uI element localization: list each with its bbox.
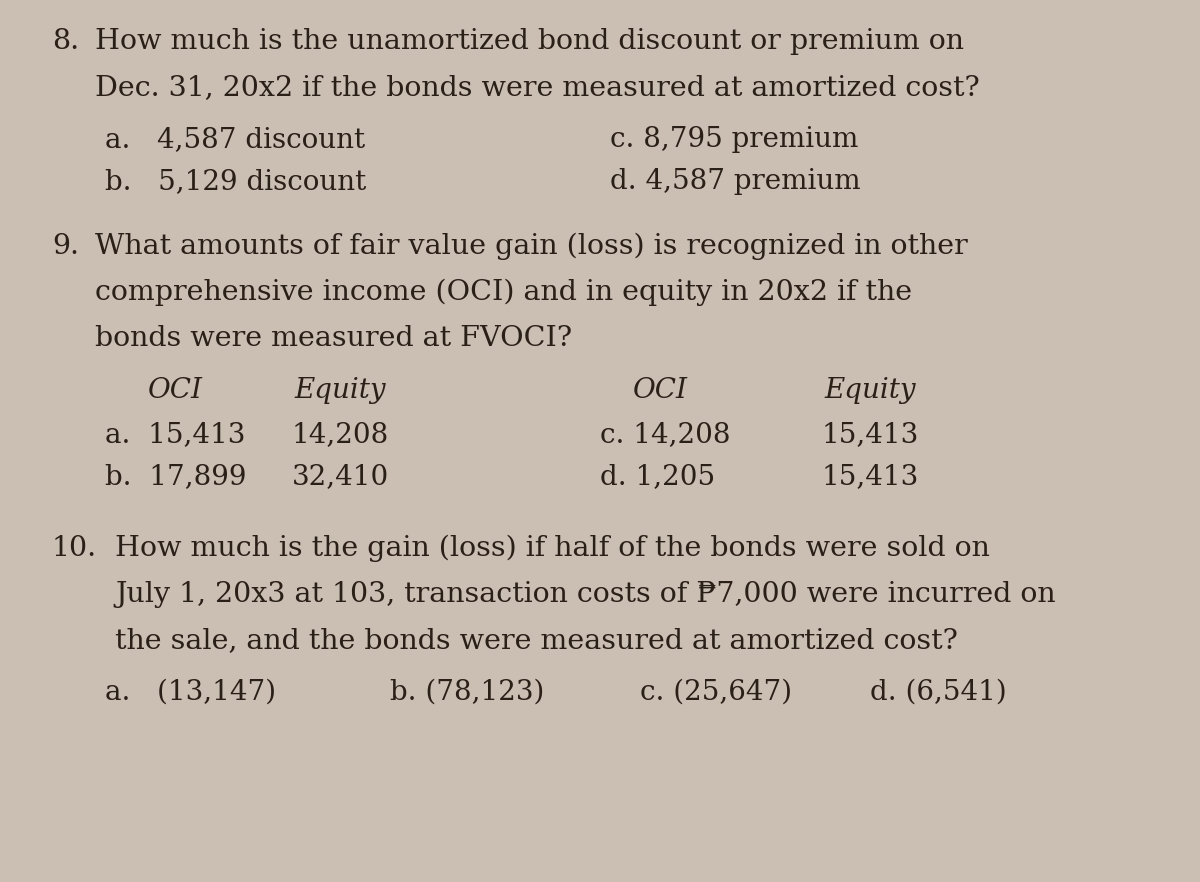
Text: d. 1,205: d. 1,205: [600, 463, 715, 490]
Text: the sale, and the bonds were measured at amortized cost?: the sale, and the bonds were measured at…: [115, 627, 958, 654]
Text: b.  17,899: b. 17,899: [106, 463, 246, 490]
Text: c. 14,208: c. 14,208: [600, 421, 731, 448]
Text: 32,410: 32,410: [292, 463, 389, 490]
Text: 8.: 8.: [52, 28, 79, 55]
Text: Equity: Equity: [824, 377, 916, 404]
Text: July 1, 20x3 at 103, transaction costs of ₱7,000 were incurred on: July 1, 20x3 at 103, transaction costs o…: [115, 581, 1056, 608]
Text: 9.: 9.: [52, 233, 79, 260]
Text: a.  15,413: a. 15,413: [106, 421, 245, 448]
Text: 15,413: 15,413: [821, 463, 919, 490]
Text: How much is the gain (loss) if half of the bonds were sold on: How much is the gain (loss) if half of t…: [115, 535, 990, 563]
Text: b. (78,123): b. (78,123): [390, 679, 545, 706]
Text: OCI: OCI: [148, 377, 203, 404]
Text: Equity: Equity: [294, 377, 385, 404]
Text: Dec. 31, 20x2 if the bonds were measured at amortized cost?: Dec. 31, 20x2 if the bonds were measured…: [95, 74, 979, 101]
Text: 10.: 10.: [52, 535, 97, 562]
Text: d. 4,587 premium: d. 4,587 premium: [610, 168, 860, 195]
Text: c. 8,795 premium: c. 8,795 premium: [610, 126, 858, 153]
Text: 15,413: 15,413: [821, 421, 919, 448]
Text: OCI: OCI: [632, 377, 688, 404]
Text: How much is the unamortized bond discount or premium on: How much is the unamortized bond discoun…: [95, 28, 964, 55]
Text: b.   5,129 discount: b. 5,129 discount: [106, 168, 366, 195]
Text: What amounts of fair value gain (loss) is recognized in other: What amounts of fair value gain (loss) i…: [95, 233, 967, 260]
Text: comprehensive income (OCI) and in equity in 20x2 if the: comprehensive income (OCI) and in equity…: [95, 279, 912, 306]
Text: 14,208: 14,208: [292, 421, 389, 448]
Text: a.   4,587 discount: a. 4,587 discount: [106, 126, 365, 153]
Text: bonds were measured at FVOCI?: bonds were measured at FVOCI?: [95, 325, 572, 352]
Text: c. (25,647): c. (25,647): [640, 679, 792, 706]
Text: d. (6,541): d. (6,541): [870, 679, 1007, 706]
Text: a.   (13,147): a. (13,147): [106, 679, 276, 706]
